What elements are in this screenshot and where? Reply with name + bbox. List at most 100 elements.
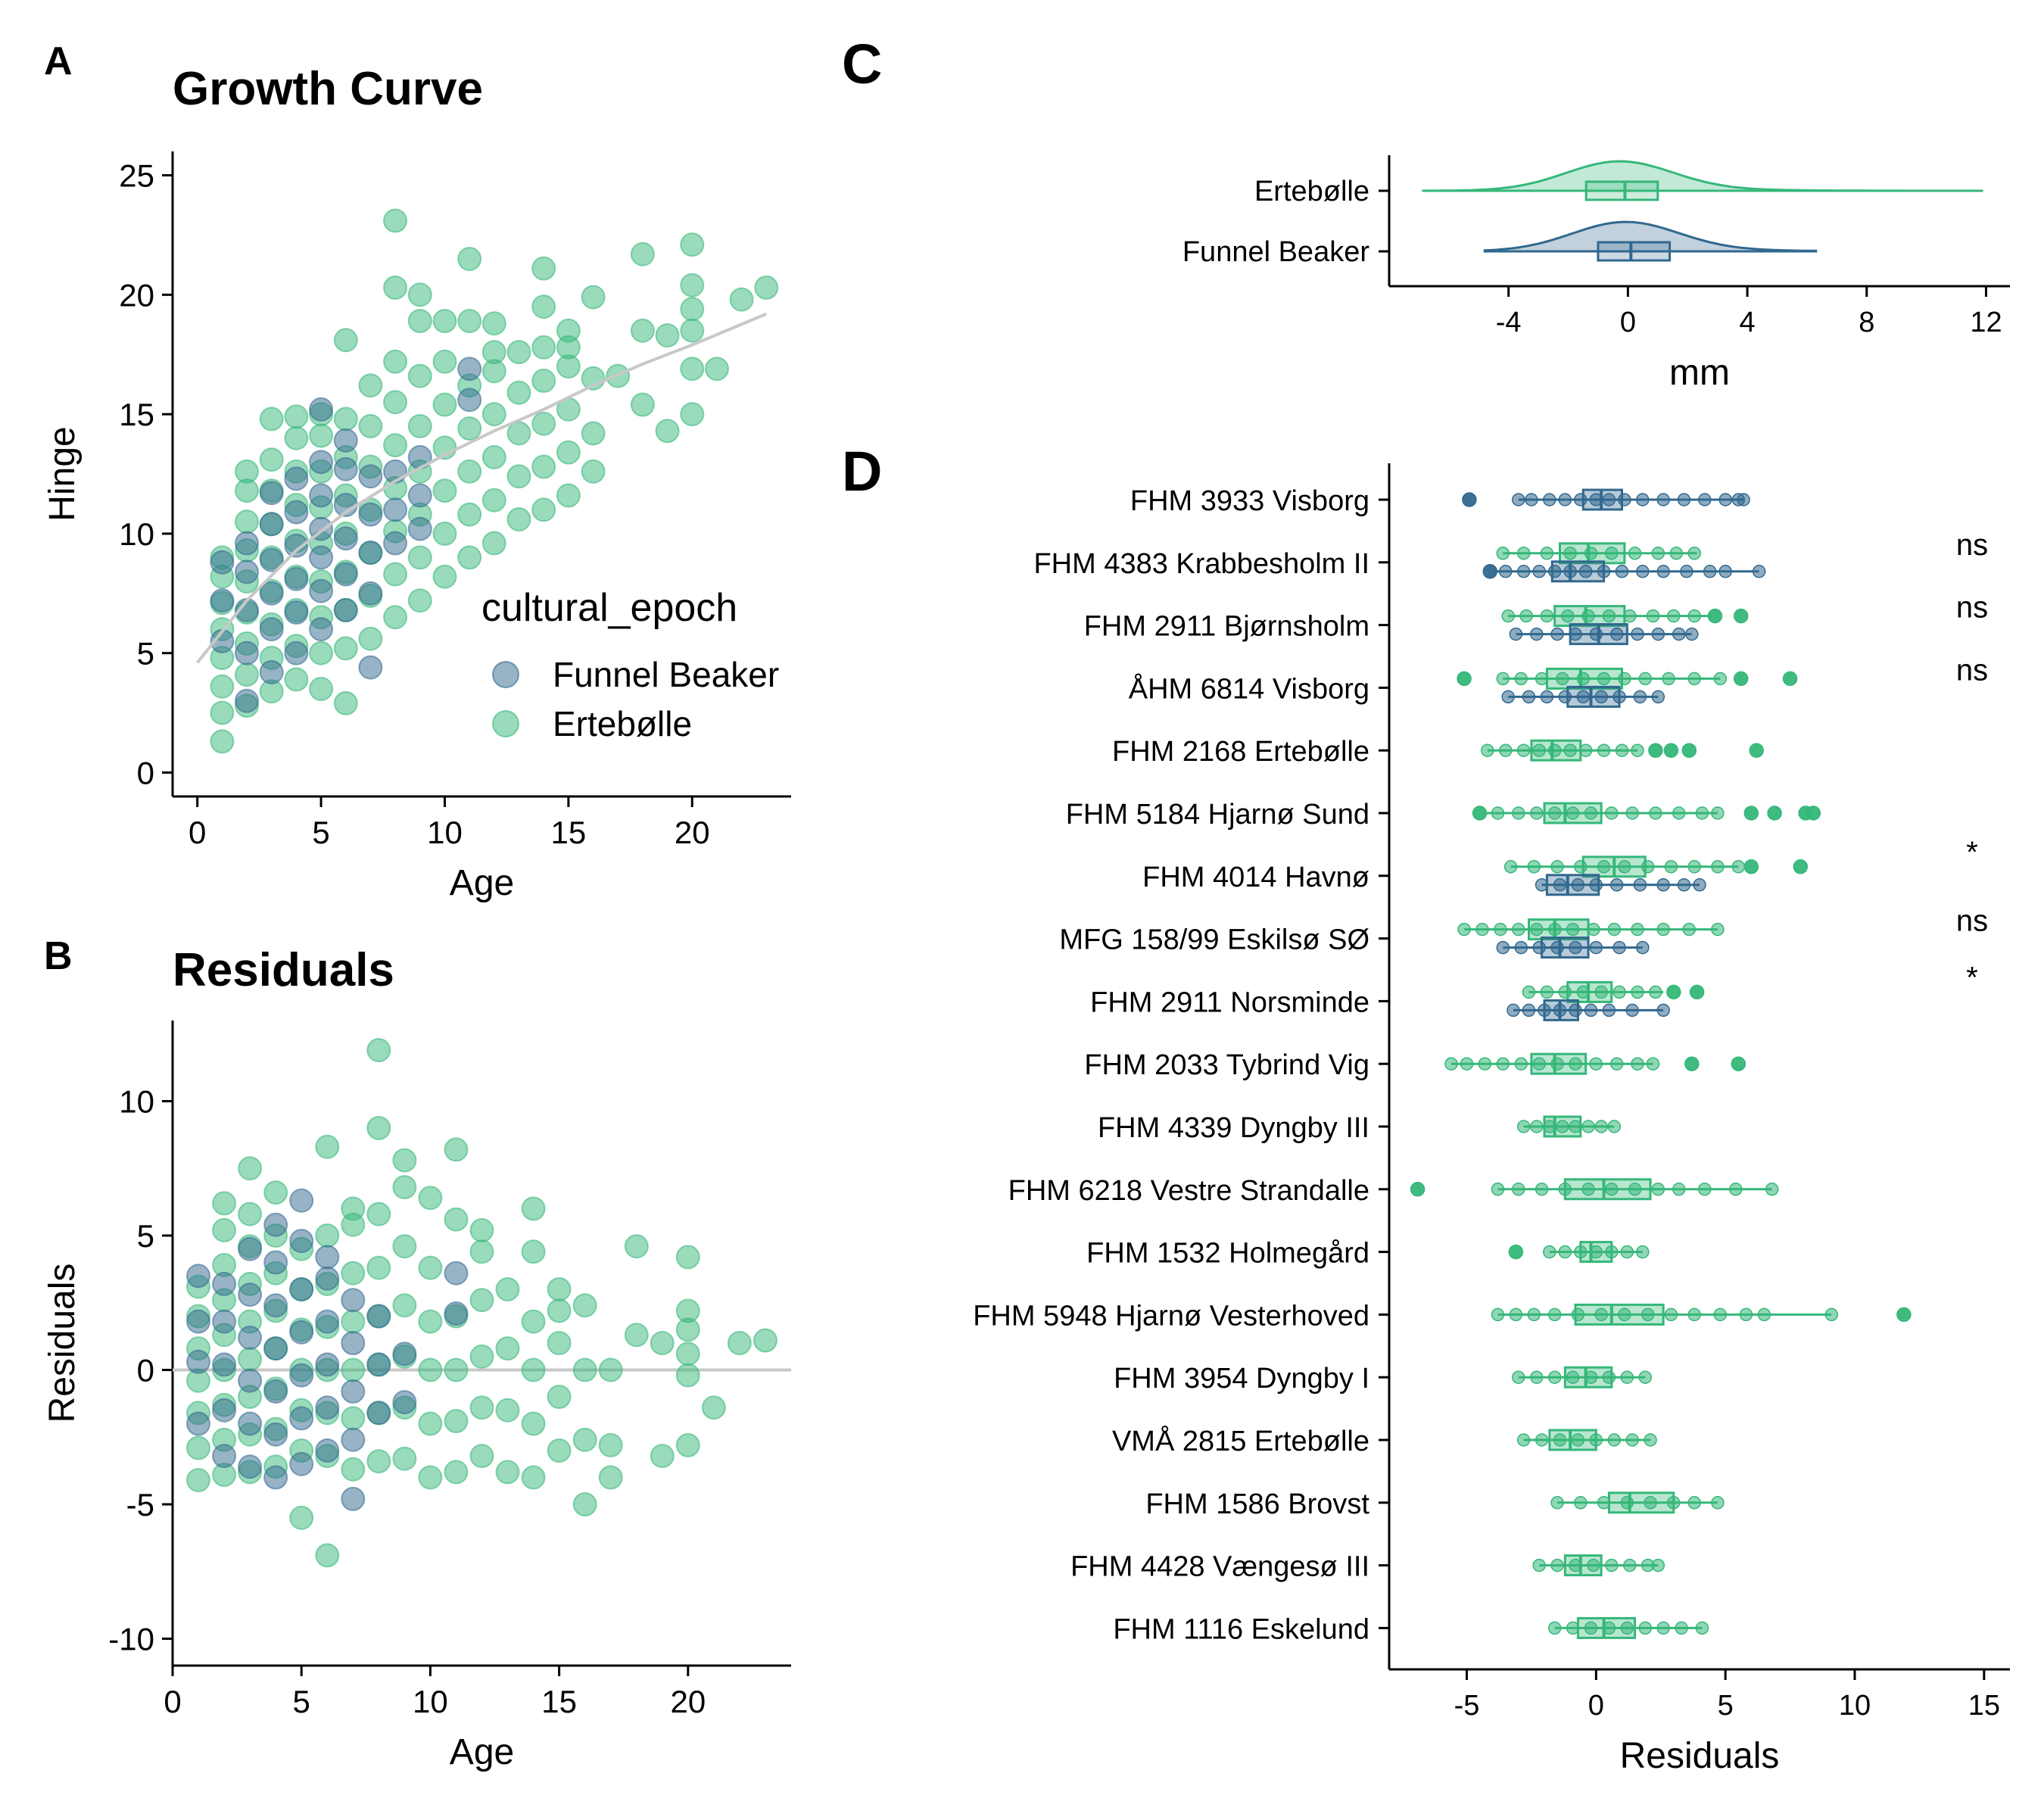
residuals-point xyxy=(392,1148,417,1173)
site-point xyxy=(1711,806,1725,820)
site-point xyxy=(1625,806,1639,820)
site-group-erteblle xyxy=(1410,1178,1779,1201)
site-group-funnel-beaker xyxy=(1535,874,1706,896)
site-point xyxy=(1553,878,1567,892)
residuals-point xyxy=(238,1347,263,1372)
growth-y-axis-title: Hinge xyxy=(42,426,83,521)
site-point xyxy=(1609,627,1624,641)
site-point xyxy=(1509,627,1523,641)
residuals-point xyxy=(341,1406,366,1431)
site-x-tick-label: 15 xyxy=(1968,1690,2000,1722)
site-point xyxy=(1584,806,1598,820)
site-point xyxy=(1584,1621,1598,1635)
site-point xyxy=(1589,493,1603,506)
raincloud-density xyxy=(1422,160,1983,192)
site-point xyxy=(1491,1183,1505,1196)
residuals-point xyxy=(418,1465,443,1490)
site-point xyxy=(1675,1621,1688,1635)
site-point xyxy=(1574,493,1588,506)
growth-point xyxy=(383,349,408,374)
legend-marker-funnel-beaker xyxy=(492,661,519,688)
site-group-erteblle xyxy=(1496,542,1701,565)
site-point xyxy=(1530,1120,1544,1133)
site-point xyxy=(1713,672,1728,686)
growth-x-tick-label: 5 xyxy=(312,815,329,850)
residuals-point xyxy=(650,1331,675,1355)
growth-point xyxy=(358,626,383,651)
growth-y-tick-label: 20 xyxy=(119,277,154,313)
growth-point xyxy=(680,297,705,322)
site-point xyxy=(1457,922,1471,937)
raincloud-density xyxy=(1483,220,1818,253)
growth-point xyxy=(333,457,358,482)
residuals-point xyxy=(495,1398,520,1423)
site-point xyxy=(1543,1120,1556,1133)
growth-point xyxy=(630,392,655,417)
site-point xyxy=(1695,1621,1709,1635)
site-point xyxy=(1514,940,1528,955)
growth-point xyxy=(407,516,432,541)
site-point xyxy=(1566,1621,1580,1635)
site-label: FHM 1586 Brovst xyxy=(1145,1488,1369,1520)
residuals-point xyxy=(572,1492,597,1516)
residuals-point xyxy=(469,1288,494,1313)
residuals-y-tick-label: 5 xyxy=(137,1218,154,1254)
residuals-point xyxy=(186,1309,210,1334)
growth-point xyxy=(481,531,506,556)
growth-point xyxy=(432,521,457,546)
growth-point xyxy=(333,526,358,551)
site-point xyxy=(1594,690,1608,704)
site-point xyxy=(1733,608,1749,624)
residuals-point xyxy=(238,1236,263,1261)
site-point xyxy=(1649,985,1662,999)
residuals-point xyxy=(392,1342,417,1367)
growth-point xyxy=(284,466,309,491)
site-point xyxy=(1550,627,1564,641)
site-point xyxy=(1664,860,1678,874)
site-point xyxy=(1597,860,1611,874)
site-row-fhm-2911-bjrnsholm: FHM 2911 Bjørnsholm ns xyxy=(1084,591,1988,646)
residuals-point xyxy=(675,1342,700,1367)
site-point xyxy=(1718,493,1732,506)
residuals-point xyxy=(495,1277,520,1301)
site-label: FHM 6218 Vestre Strandalle xyxy=(1008,1175,1369,1207)
residuals-point xyxy=(547,1277,572,1301)
site-point xyxy=(1602,1370,1616,1384)
site-point xyxy=(1615,565,1629,578)
residuals-point xyxy=(675,1363,700,1388)
site-point xyxy=(1569,1057,1582,1071)
residuals-point xyxy=(186,1435,210,1460)
residuals-point xyxy=(366,1038,391,1063)
growth-point xyxy=(407,363,432,388)
legend-label-ertebolle: Ertebølle xyxy=(553,704,692,743)
residuals-point xyxy=(238,1282,263,1307)
site-point xyxy=(1478,1057,1492,1071)
residuals-point xyxy=(315,1134,340,1159)
growth-point xyxy=(457,388,482,413)
growth-point xyxy=(531,454,556,479)
growth-point xyxy=(210,550,235,575)
site-group-erteblle xyxy=(1532,1554,1665,1577)
site-point xyxy=(1501,690,1515,704)
site-point xyxy=(1481,743,1494,757)
site-point xyxy=(1644,1433,1657,1447)
growth-point xyxy=(655,323,680,348)
residuals-point xyxy=(289,1406,314,1431)
site-group-funnel-beaker xyxy=(1462,488,1750,511)
site-point xyxy=(1499,743,1513,757)
residuals-point xyxy=(521,1357,546,1382)
residuals-point xyxy=(263,1293,288,1318)
site-group-erteblle xyxy=(1444,1052,1746,1075)
residuals-point xyxy=(521,1239,546,1264)
site-point xyxy=(1729,1183,1743,1196)
site-point xyxy=(1508,1244,1524,1260)
site-point xyxy=(1666,984,1681,1000)
residuals-x-axis-title: Age xyxy=(450,1732,514,1772)
panel-c-letter: C xyxy=(842,33,882,95)
residuals-point xyxy=(675,1432,700,1457)
site-point xyxy=(1625,1433,1639,1447)
site-point xyxy=(1612,985,1626,999)
site-point xyxy=(1530,1370,1544,1384)
site-point xyxy=(1618,1307,1631,1322)
